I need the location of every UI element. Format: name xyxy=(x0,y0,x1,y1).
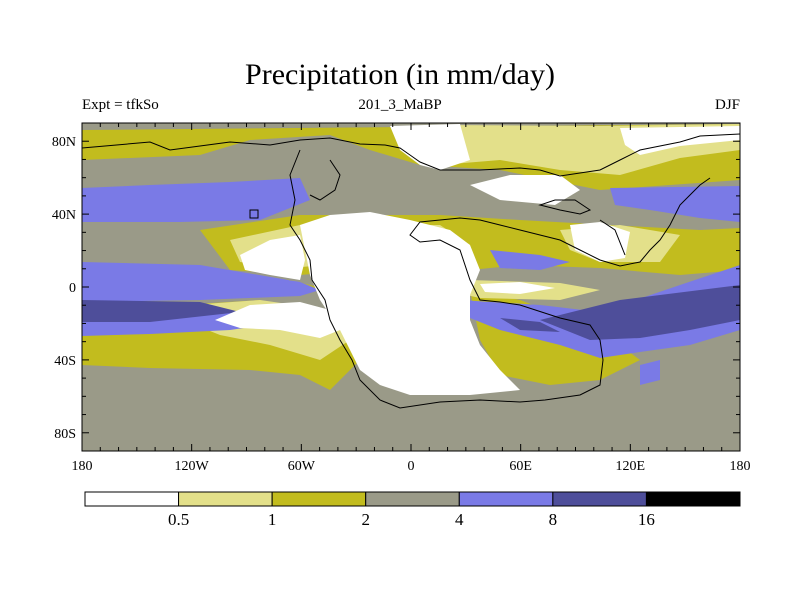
y-tick-label: 80N xyxy=(52,135,76,150)
colorbar-swatch xyxy=(365,491,460,507)
colorbar-labels: 0.5 1 2 4 8 16 xyxy=(168,510,655,529)
map-title: Precipitation (in mm/day) xyxy=(245,58,555,91)
x-axis-labels: 180 120W 60W 0 60E 120E 180 xyxy=(72,459,751,474)
colorbar-swatch xyxy=(645,491,741,507)
colorbar-swatch xyxy=(458,491,554,507)
axis-ticks xyxy=(81,122,741,452)
coastlines xyxy=(82,133,740,409)
x-tick-label: 60E xyxy=(509,459,532,474)
contour-blue-tropics-west xyxy=(82,262,320,302)
contour-blue-indian-ocean xyxy=(460,265,740,358)
contour-dry-southwest xyxy=(215,302,340,338)
colorbar-swatch xyxy=(271,491,367,507)
experiment-label: Expt = tfkSo xyxy=(82,97,159,113)
colorbar-level-label: 16 xyxy=(638,510,655,529)
x-tick-label: 60W xyxy=(288,459,316,474)
contour-blue-north-atlantic xyxy=(610,186,740,222)
contour-dry-small-east xyxy=(640,360,660,385)
x-tick-label: 120E xyxy=(616,459,646,474)
y-tick-label: 0 xyxy=(69,281,76,296)
colorbar-level-label: 4 xyxy=(455,510,464,529)
x-tick-label: 180 xyxy=(72,459,93,474)
y-tick-label: 40N xyxy=(52,208,76,223)
contour-darkblue-small xyxy=(500,318,560,332)
x-tick-label: 0 xyxy=(408,459,415,474)
contour-dry-west xyxy=(240,235,305,280)
colorbar-level-label: 1 xyxy=(268,510,277,529)
x-tick-label: 120W xyxy=(175,459,210,474)
y-tick-label: 40S xyxy=(54,354,76,369)
season-label: DJF xyxy=(714,97,740,113)
colorbar xyxy=(84,491,741,507)
contour-blue-north-pacific xyxy=(82,178,310,222)
colorbar-swatch xyxy=(84,491,180,507)
colorbar-level-label: 8 xyxy=(549,510,558,529)
contour-dry-continent xyxy=(300,212,520,395)
contour-dry-mid xyxy=(470,175,580,205)
contour-dry-equator-east xyxy=(480,282,555,294)
y-axis-labels: 80N 40N 0 40S 80S xyxy=(52,135,76,442)
x-tick-label: 180 xyxy=(730,459,751,474)
time-label: 201_3_MaBP xyxy=(358,97,442,113)
colorbar-swatch xyxy=(552,491,647,507)
contour-darkblue-pacific xyxy=(82,300,240,322)
contour-darkblue-indian xyxy=(540,285,740,340)
contour-blue-asia xyxy=(490,250,570,270)
colorbar-level-label: 2 xyxy=(361,510,370,529)
colorbar-level-label: 0.5 xyxy=(168,510,189,529)
colorbar-swatch xyxy=(178,491,273,507)
contour-dry-north xyxy=(390,124,470,170)
contour-fills xyxy=(82,123,740,451)
y-tick-label: 80S xyxy=(54,427,76,442)
